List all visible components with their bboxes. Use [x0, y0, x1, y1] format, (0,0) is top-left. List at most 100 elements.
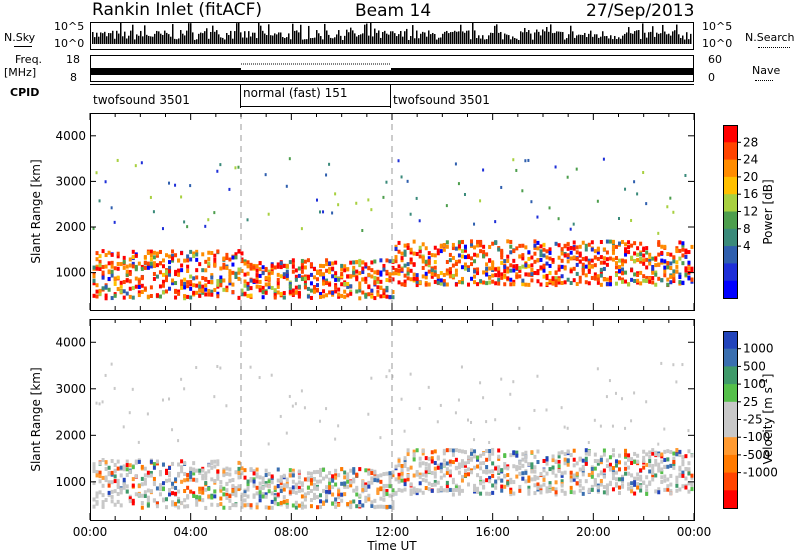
- nsky-bar: [196, 39, 198, 44]
- nsky-bar: [678, 34, 680, 44]
- range-cell: [430, 483, 434, 488]
- nsky-bar: [628, 27, 630, 44]
- range-cell: [596, 274, 600, 279]
- range-cell: [476, 473, 480, 478]
- range-cell: [340, 492, 344, 497]
- range-cell: [488, 280, 492, 285]
- range-cell: [678, 449, 682, 454]
- range-cell: [101, 264, 105, 269]
- range-cell: [442, 448, 446, 453]
- range-cell: [424, 262, 428, 267]
- range-cell: [149, 257, 153, 262]
- range-cell: [331, 474, 335, 479]
- range-cell: [137, 459, 141, 464]
- range-cell: [451, 480, 455, 485]
- range-cell: [322, 294, 326, 299]
- range-cell: [463, 473, 467, 478]
- range-cell: [445, 484, 449, 489]
- range-cell: [95, 294, 99, 299]
- range-cell: [276, 262, 280, 267]
- range-cell: [433, 245, 437, 250]
- range-cell: [663, 487, 667, 492]
- range-cell: [581, 458, 585, 463]
- range-cell: [382, 490, 386, 495]
- range-cell: [681, 243, 685, 248]
- range-cell: [433, 466, 437, 471]
- range-cell: [424, 473, 428, 478]
- range-cell: [627, 482, 631, 487]
- range-cell: [391, 470, 395, 475]
- range-cell: [319, 499, 323, 504]
- range-cell: [488, 258, 492, 263]
- range-cell: [213, 287, 217, 292]
- range-cell: [678, 487, 682, 492]
- range-cell: [343, 281, 347, 286]
- range-cell: [388, 475, 392, 480]
- nsky-bar: [462, 31, 464, 44]
- range-cell: [294, 268, 298, 273]
- range-cell: [621, 474, 625, 479]
- nsky-bar: [398, 34, 400, 44]
- colorbar-tick-label: -100: [743, 430, 770, 444]
- range-cell: [560, 483, 564, 488]
- range-cell: [621, 277, 625, 282]
- range-cell: [258, 288, 262, 293]
- range-cell: [442, 488, 446, 493]
- range-cell: [337, 277, 341, 282]
- nsky-bar: [400, 31, 402, 44]
- range-cell: [548, 467, 552, 472]
- nsky-bar: [394, 33, 396, 44]
- range-cell: [473, 222, 476, 226]
- nsky-bar: [532, 39, 534, 44]
- range-cell: [297, 488, 301, 493]
- range-cell: [624, 452, 628, 457]
- nsky-bar: [312, 37, 314, 44]
- range-cell: [536, 374, 539, 378]
- range-cell: [379, 285, 383, 290]
- range-cell: [201, 268, 205, 273]
- nsky-bar: [116, 30, 118, 44]
- range-cell: [291, 261, 295, 266]
- range-cell: [343, 475, 347, 480]
- range-cell: [164, 272, 168, 277]
- range-cell: [675, 269, 679, 274]
- range-cell: [285, 502, 289, 507]
- range-cell: [551, 280, 555, 285]
- range-cell: [177, 439, 180, 443]
- nsky-bar: [392, 31, 394, 44]
- power-cells: [92, 157, 694, 301]
- range-cell: [186, 258, 190, 263]
- range-cell: [430, 456, 434, 461]
- range-cell: [164, 505, 168, 510]
- range-cell: [448, 487, 452, 492]
- range-cell: [376, 279, 380, 284]
- range-cell: [164, 478, 168, 483]
- freq-panel: [90, 55, 694, 82]
- range-cell: [222, 265, 226, 270]
- range-cell: [415, 488, 419, 493]
- range-cell: [666, 282, 670, 287]
- range-cell: [660, 452, 664, 457]
- range-cell: [491, 447, 495, 452]
- range-cell: [509, 268, 513, 273]
- range-cell: [569, 490, 573, 495]
- range-cell: [648, 450, 652, 455]
- range-cell: [494, 485, 498, 490]
- range-cell: [303, 497, 307, 502]
- range-cell: [418, 474, 422, 479]
- range-cell: [584, 448, 588, 453]
- range-cell: [466, 482, 470, 487]
- range-cell: [183, 387, 186, 391]
- range-cell: [527, 491, 531, 496]
- range-cell: [231, 290, 235, 295]
- range-cell: [427, 469, 431, 474]
- range-cell: [584, 273, 588, 278]
- range-cell: [633, 482, 637, 487]
- range-cell: [575, 257, 579, 262]
- range-cell: [605, 277, 609, 282]
- range-cell: [624, 426, 627, 430]
- range-cell: [258, 261, 262, 266]
- range-cell: [463, 248, 467, 253]
- range-cell: [527, 462, 531, 467]
- nsky-bar: [596, 34, 598, 44]
